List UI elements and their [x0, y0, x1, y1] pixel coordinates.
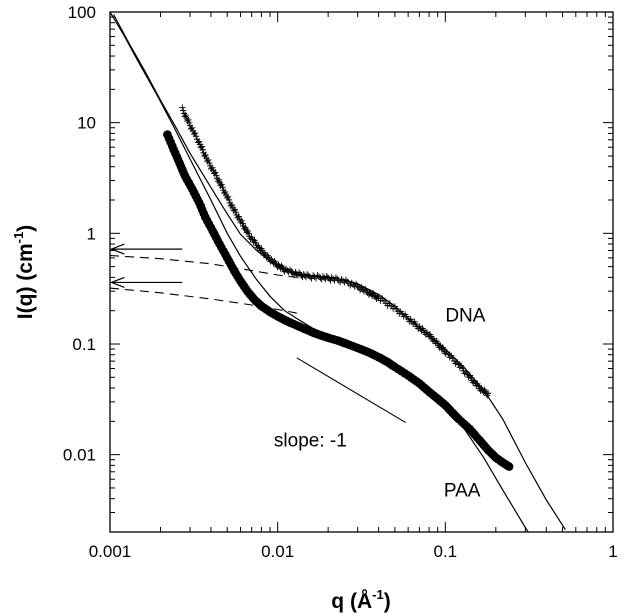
dna-marker	[443, 348, 451, 356]
dna-marker	[241, 224, 249, 231]
dna-marker	[221, 188, 229, 196]
x-tick-label: 0.01	[261, 542, 294, 561]
dna-marker	[188, 124, 196, 132]
y-tick-label: 1	[87, 224, 96, 243]
dna-marker	[232, 208, 239, 216]
dna-marker	[182, 111, 189, 119]
dna-marker	[198, 143, 206, 150]
dna-marker	[212, 169, 219, 176]
dna-marker	[191, 129, 199, 137]
x-axis-title: q (Å-1)	[331, 587, 390, 613]
dna-marker	[332, 274, 340, 281]
dna-marker	[338, 276, 345, 283]
dna-marker	[231, 206, 238, 213]
dna-marker	[228, 201, 236, 208]
dna-marker	[215, 176, 223, 184]
fit-curves	[110, 12, 566, 532]
x-tick-label: 1	[608, 542, 617, 561]
dna-marker	[442, 350, 449, 357]
dna-marker	[235, 213, 242, 220]
dashed-curves	[110, 254, 297, 314]
annotation-dna: DNA	[445, 305, 485, 326]
ticks	[109, 12, 614, 533]
dna-marker	[219, 184, 226, 191]
y-tick-label: 0.01	[63, 446, 96, 465]
dna-marker	[224, 193, 232, 201]
annotation-paa: PAA	[444, 480, 481, 501]
dna-marker	[244, 227, 252, 235]
dna-marker	[445, 351, 452, 358]
dna-marker	[245, 230, 252, 237]
plot-frame	[109, 11, 614, 533]
dna-marker	[225, 196, 233, 204]
dna-marker	[238, 217, 245, 225]
x-tick-label: 0.001	[89, 542, 132, 561]
slope-line	[296, 357, 406, 424]
annotations: DNA PAA slope: -1	[274, 305, 486, 501]
arrow-head-2	[109, 276, 125, 288]
dna-marker	[286, 266, 294, 273]
paa-marker	[504, 462, 514, 471]
dna-marker	[218, 181, 225, 188]
dna-marker	[239, 220, 246, 227]
dna-marker	[449, 355, 456, 362]
tick-labels: 0.001 0.01 0.1 1 0.01 0.1 1 10 100	[63, 3, 618, 561]
dna-marker	[282, 265, 290, 273]
dna-marker	[448, 352, 455, 359]
dna-marker	[314, 272, 321, 279]
arrows	[109, 243, 183, 288]
y-axis-title: I(q) (cm-1)	[11, 225, 37, 319]
dna-marker	[303, 271, 311, 278]
series-markers	[163, 104, 514, 471]
dna-marker	[205, 156, 212, 164]
x-tick-label: 0.1	[434, 542, 458, 561]
dna-marker	[450, 357, 458, 365]
dna-marker	[457, 362, 465, 369]
dna-marker	[446, 354, 453, 361]
dna-marker	[202, 151, 209, 159]
y-tick-label: 0.1	[72, 335, 96, 354]
fit-curve-1	[113, 14, 566, 531]
dna-marker	[284, 267, 291, 274]
dna-marker	[453, 358, 461, 366]
dna-marker	[185, 116, 192, 124]
dna-marker	[213, 172, 220, 179]
dna-marker	[339, 277, 347, 285]
dna-marker	[289, 269, 296, 277]
dashed-curve-2	[110, 287, 297, 314]
fit-curve-2	[110, 12, 529, 532]
dna-marker	[179, 107, 187, 114]
dna-marker	[206, 159, 213, 167]
annotation-slope-1: slope: -1	[274, 431, 347, 452]
dna-marker	[179, 104, 186, 111]
slope-reference-line	[296, 357, 406, 424]
dna-marker	[209, 164, 216, 171]
dna-marker	[288, 268, 295, 275]
dna-marker	[192, 132, 200, 140]
dna-marker	[195, 138, 203, 145]
y-tick-label: 10	[77, 114, 96, 133]
dna-marker	[462, 368, 470, 376]
dna-marker	[199, 146, 206, 153]
dna-marker	[459, 365, 466, 372]
arrow-head-1	[109, 243, 125, 255]
y-tick-label: 100	[68, 3, 96, 22]
dna-marker	[452, 360, 459, 367]
dna-marker	[484, 390, 492, 397]
dna-marker	[185, 119, 193, 126]
